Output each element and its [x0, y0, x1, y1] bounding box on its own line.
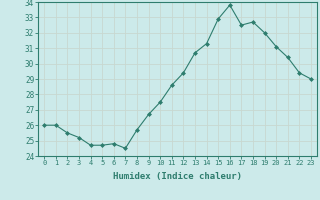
X-axis label: Humidex (Indice chaleur): Humidex (Indice chaleur)	[113, 172, 242, 181]
